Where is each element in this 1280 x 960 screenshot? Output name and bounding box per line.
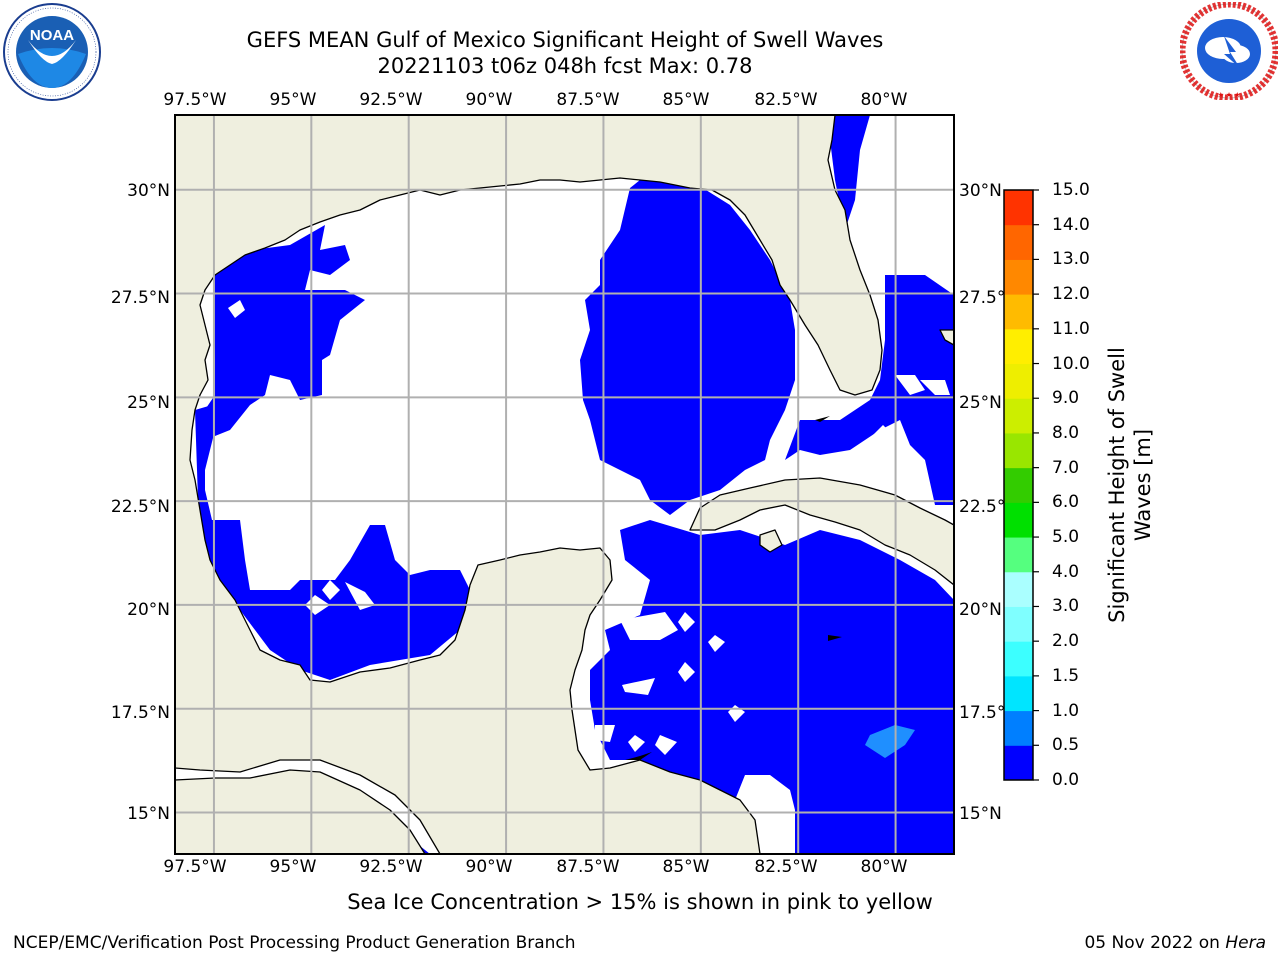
- svg-text:NOAA: NOAA: [30, 27, 74, 44]
- lon-tick-top: 85°W: [662, 90, 710, 110]
- map-frame: [174, 114, 955, 855]
- nws-logo-icon: ★ ★ ★: [1180, 2, 1278, 100]
- lon-tick-bottom: 90°W: [465, 857, 513, 877]
- colorbar-tick-label: 9.0: [1052, 388, 1080, 409]
- svg-text:★ ★ ★: ★ ★ ★: [1218, 91, 1241, 99]
- lon-tick-bottom: 80°W: [860, 857, 908, 877]
- footer-credit: NCEP/EMC/Verification Post Processing Pr…: [13, 933, 576, 953]
- colorbar-segment: [1004, 745, 1033, 781]
- footer-host: Hera: [1225, 933, 1266, 953]
- lat-tick-right: 30°N: [959, 181, 1002, 201]
- colorbar-tick-label: 13.0: [1052, 249, 1090, 270]
- colorbar-tick-label: 15.0: [1052, 180, 1090, 200]
- colorbar: [1003, 189, 1039, 781]
- swell-fill-layer: [175, 115, 954, 854]
- lon-tick-bottom: 92.5°W: [359, 857, 423, 877]
- islands: [625, 416, 842, 760]
- lat-tick-right: 15°N: [959, 804, 1002, 824]
- colorbar-tick-label: 0.5: [1052, 735, 1080, 756]
- colorbar-tick-label: 10.0: [1052, 353, 1090, 374]
- colorbar-label-line2: Waves [m]: [1131, 428, 1155, 542]
- colorbar-segment: [1004, 190, 1033, 226]
- colorbar-segment: [1004, 467, 1033, 503]
- lon-tick-bottom: 82.5°W: [754, 857, 818, 877]
- lat-tick-left: 20°N: [127, 600, 170, 620]
- colorbar-segment: [1004, 259, 1033, 295]
- colorbar-segment: [1004, 537, 1033, 573]
- lat-tick-left: 22.5°N: [110, 497, 170, 517]
- colorbar-segment: [1004, 606, 1033, 642]
- lon-tick-bottom: 85°W: [662, 857, 710, 877]
- colorbar-segment: [1004, 675, 1033, 712]
- lon-tick-top: 80°W: [860, 90, 908, 110]
- lat-tick-left: 15°N: [127, 804, 170, 824]
- colorbar-tick-label: 8.0: [1052, 422, 1080, 443]
- lon-tick-top: 92.5°W: [359, 90, 423, 110]
- lon-tick-top: 97.5°W: [163, 90, 227, 110]
- colorbar-segment: [1004, 328, 1033, 365]
- colorbar-tick-label: 3.0: [1052, 596, 1080, 617]
- lat-tick-left: 27.5°N: [110, 288, 170, 308]
- colorbar-segment: [1004, 571, 1033, 607]
- lon-tick-bottom: 97.5°W: [163, 857, 227, 877]
- colorbar-label: Significant Height of Swell Waves [m]: [1104, 325, 1156, 645]
- colorbar-segment: [1004, 363, 1033, 399]
- colorbar-frame: [1003, 189, 1034, 781]
- colorbar-tick-label: 6.0: [1052, 492, 1080, 513]
- lon-tick-bottom: 87.5°W: [556, 857, 620, 877]
- colorbar-tick-label: 12.0: [1052, 284, 1090, 305]
- colorbar-segment: [1004, 432, 1033, 469]
- lon-tick-bottom: 95°W: [269, 857, 317, 877]
- colorbar-tick-label: 1.5: [1052, 665, 1080, 686]
- lon-tick-top: 87.5°W: [556, 90, 620, 110]
- colorbar-label-line1: Significant Height of Swell: [1105, 347, 1129, 623]
- colorbar-segment: [1004, 641, 1033, 677]
- footer-date: 05 Nov 2022 on Hera: [1084, 933, 1266, 953]
- colorbar-tick-label: 2.0: [1052, 631, 1080, 652]
- lat-tick-left: 17.5°N: [110, 703, 170, 723]
- colorbar-tick-label: 5.0: [1052, 527, 1080, 548]
- colorbar-tick-label: 0.0: [1052, 770, 1080, 790]
- colorbar-segment: [1004, 502, 1033, 538]
- colorbar-tick-label: 11.0: [1052, 318, 1090, 339]
- lat-tick-left: 30°N: [127, 181, 170, 201]
- lon-tick-top: 90°W: [465, 90, 513, 110]
- noaa-logo-icon: NOAA: [3, 3, 101, 101]
- chart-title: GEFS MEAN Gulf of Mexico Significant Hei…: [246, 28, 884, 52]
- colorbar-tick-label: 7.0: [1052, 457, 1080, 478]
- colorbar-segment: [1004, 294, 1033, 330]
- colorbar-tick-label: 1.0: [1052, 700, 1080, 721]
- gridlines: [175, 115, 954, 854]
- colorbar-tick-label: 4.0: [1052, 561, 1080, 582]
- lat-tick-right: 20°N: [959, 600, 1002, 620]
- chart-subtitle: 20221103 t06z 048h fcst Max: 0.78: [377, 54, 753, 78]
- colorbar-tick-label: 14.0: [1052, 214, 1090, 235]
- colorbar-segment: [1004, 710, 1033, 746]
- lon-tick-top: 82.5°W: [754, 90, 818, 110]
- lon-tick-top: 95°W: [269, 90, 317, 110]
- colorbar-segment: [1004, 398, 1033, 434]
- sea-ice-note: Sea Ice Concentration > 15% is shown in …: [347, 890, 933, 914]
- colorbar-segment: [1004, 224, 1033, 260]
- lat-tick-left: 25°N: [127, 393, 170, 413]
- no-data-holes: [228, 300, 950, 755]
- lat-tick-right: 25°N: [959, 393, 1002, 413]
- footer-date-text: 05 Nov 2022 on: [1084, 933, 1220, 953]
